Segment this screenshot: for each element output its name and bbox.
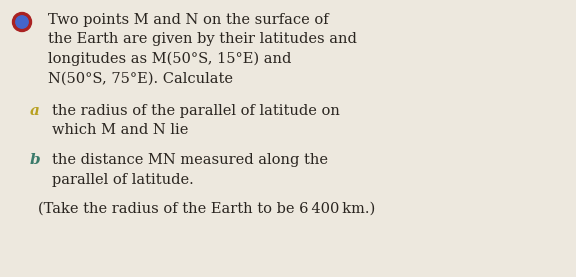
Text: longitudes as M(50°S, 15°E) and: longitudes as M(50°S, 15°E) and xyxy=(48,52,291,66)
Text: the Earth are given by their latitudes and: the Earth are given by their latitudes a… xyxy=(48,32,357,47)
Text: the distance MN measured along the: the distance MN measured along the xyxy=(52,153,328,167)
Text: which M and N lie: which M and N lie xyxy=(52,124,188,137)
Text: Two points M and N on the surface of: Two points M and N on the surface of xyxy=(48,13,329,27)
Text: N(50°S, 75°E). Calculate: N(50°S, 75°E). Calculate xyxy=(48,71,233,86)
Text: b: b xyxy=(30,153,41,167)
Text: a: a xyxy=(30,104,40,118)
Text: (Take the radius of the Earth to be 6 400 km.): (Take the radius of the Earth to be 6 40… xyxy=(38,202,375,216)
Circle shape xyxy=(13,12,32,32)
Text: parallel of latitude.: parallel of latitude. xyxy=(52,173,194,186)
Circle shape xyxy=(16,16,28,28)
Text: the radius of the parallel of latitude on: the radius of the parallel of latitude o… xyxy=(52,104,340,118)
